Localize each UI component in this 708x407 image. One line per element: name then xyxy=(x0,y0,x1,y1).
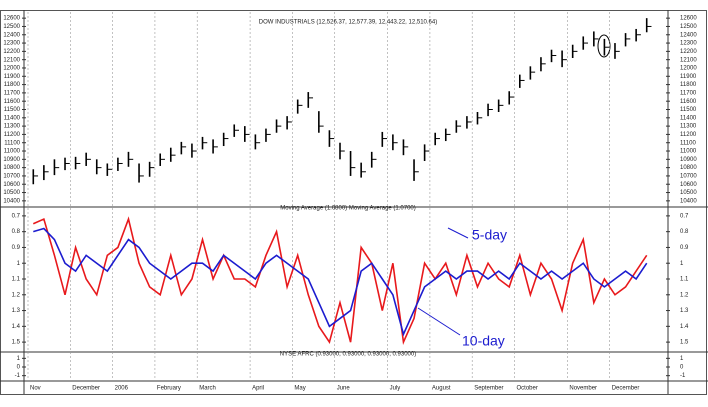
annotation-arrow xyxy=(417,307,461,336)
y-tick-label-right: 12000 xyxy=(680,66,697,72)
panel-title: NYSE AFRC (0.93000, 0.93000, 0.93000, 0.… xyxy=(280,352,416,358)
y-tick-label-right: 10400 xyxy=(680,198,697,204)
y-tick-label-right: 1.5 xyxy=(680,340,689,346)
y-tick-label-right: 1.4 xyxy=(680,324,689,330)
y-tick-label-right: 12200 xyxy=(680,49,697,55)
x-tick-label: August xyxy=(432,386,451,392)
y-tick-label-right: 11300 xyxy=(680,124,697,130)
y-tick-label-right: 11500 xyxy=(680,107,697,113)
x-tick-label: April xyxy=(252,386,264,392)
y-tick-label: 1.3 xyxy=(12,308,21,314)
y-tick-label: 11200 xyxy=(4,132,21,138)
y-tick-label-right: 11600 xyxy=(680,99,697,105)
y-tick-label: 10400 xyxy=(3,198,20,204)
y-tick-label: 12400 xyxy=(3,32,20,38)
y-tick-label: 11600 xyxy=(4,99,21,105)
y-tick-label: 0.7 xyxy=(12,213,21,219)
y-tick-label: 11400 xyxy=(4,115,21,121)
y-tick-label-right: 12300 xyxy=(680,41,697,47)
annotation-arrow xyxy=(447,227,469,239)
y-tick-label: 12200 xyxy=(3,49,20,55)
y-tick-label-right: 11700 xyxy=(680,90,697,96)
y-tick-label: 1.1 xyxy=(12,277,21,283)
series-annotation: 10-day xyxy=(462,333,505,349)
x-tick-label: October xyxy=(517,386,538,392)
x-tick-label: March xyxy=(199,386,216,392)
y-tick-label-right: 11100 xyxy=(680,140,696,146)
y-tick-label: 1 xyxy=(17,261,21,267)
y-tick-label: 12300 xyxy=(3,41,20,47)
y-tick-label: 10600 xyxy=(3,182,20,188)
y-tick-label-right: 11400 xyxy=(680,115,697,121)
x-tick-label: December xyxy=(72,386,100,392)
y-tick-label: 1.4 xyxy=(12,324,21,330)
x-tick-label: June xyxy=(337,386,351,392)
y-tick-label: 11700 xyxy=(4,90,21,96)
y-tick-label-right: 12600 xyxy=(680,16,697,22)
y-tick-label: -1 xyxy=(15,373,21,379)
y-tick-label-right: -1 xyxy=(680,373,686,379)
highlight-circle xyxy=(597,34,611,58)
y-tick-label: 0.8 xyxy=(12,229,21,235)
x-tick-label: February xyxy=(157,386,181,392)
y-tick-label: 10500 xyxy=(3,190,20,196)
series-line xyxy=(33,227,648,337)
y-tick-label: 11300 xyxy=(4,124,21,130)
y-tick-label-right: 11900 xyxy=(680,74,697,80)
y-tick-label-right: 11200 xyxy=(680,132,697,138)
y-tick-label-right: 12500 xyxy=(680,24,697,30)
x-tick-label: May xyxy=(294,386,305,392)
y-tick-label-right: 1.3 xyxy=(680,308,689,314)
y-tick-label-right: 10700 xyxy=(680,174,697,180)
y-tick-label-right: 10800 xyxy=(680,165,697,171)
x-tick-label: September xyxy=(474,386,503,392)
y-tick-label-right: 0.7 xyxy=(680,213,689,219)
panel-title: Moving Average (1.0800) Moving Average (… xyxy=(280,206,416,212)
y-tick-label-right: 10900 xyxy=(680,157,697,163)
y-tick-label-right: 12100 xyxy=(680,57,697,63)
y-tick-label: 12100 xyxy=(3,57,20,63)
panel-title: DOW INDUSTRIALS (12,526.37, 12,577.39, 1… xyxy=(259,20,437,26)
y-tick-label-right: 0.8 xyxy=(680,229,689,235)
y-tick-label: 11500 xyxy=(4,107,21,113)
frame xyxy=(0,10,707,395)
y-tick-label-right: 1 xyxy=(680,356,684,362)
y-tick-label-right: 11000 xyxy=(680,149,697,155)
series-line xyxy=(32,216,648,346)
y-tick-label: 11100 xyxy=(4,140,20,146)
y-tick-label-right: 1.1 xyxy=(680,277,689,283)
y-tick-label: 11800 xyxy=(4,82,21,88)
y-tick-label: 10800 xyxy=(3,165,20,171)
y-tick-label: 1.2 xyxy=(12,292,21,298)
y-tick-label-right: 11800 xyxy=(680,82,697,88)
y-tick-label: 12500 xyxy=(3,24,20,30)
y-tick-label: 12600 xyxy=(3,16,20,22)
y-tick-label: 1 xyxy=(17,356,21,362)
y-tick-label: 10900 xyxy=(3,157,20,163)
y-tick-label-right: 1.2 xyxy=(680,292,689,298)
y-tick-label-right: 0 xyxy=(680,365,684,371)
x-tick-label: 2006 xyxy=(115,386,129,392)
y-tick-label: 1.5 xyxy=(12,340,21,346)
y-tick-label: 11900 xyxy=(4,74,21,80)
x-tick-label: November xyxy=(569,386,597,392)
y-tick-label: 0.9 xyxy=(12,245,21,251)
y-tick-label-right: 10600 xyxy=(680,182,697,188)
series-annotation: 5-day xyxy=(472,227,507,243)
y-tick-label: 10700 xyxy=(3,174,20,180)
y-tick-label-right: 10500 xyxy=(680,190,697,196)
x-tick-label: Nov xyxy=(30,386,41,392)
y-tick-label-right: 1 xyxy=(680,261,684,267)
y-tick-label: 11000 xyxy=(4,149,21,155)
x-tick-label: July xyxy=(390,386,401,392)
y-tick-label-right: 0.9 xyxy=(680,245,689,251)
x-tick-label: December xyxy=(612,386,640,392)
y-tick-label: 0 xyxy=(17,365,21,371)
y-tick-label-right: 12400 xyxy=(680,32,697,38)
y-tick-label: 12000 xyxy=(3,66,20,72)
